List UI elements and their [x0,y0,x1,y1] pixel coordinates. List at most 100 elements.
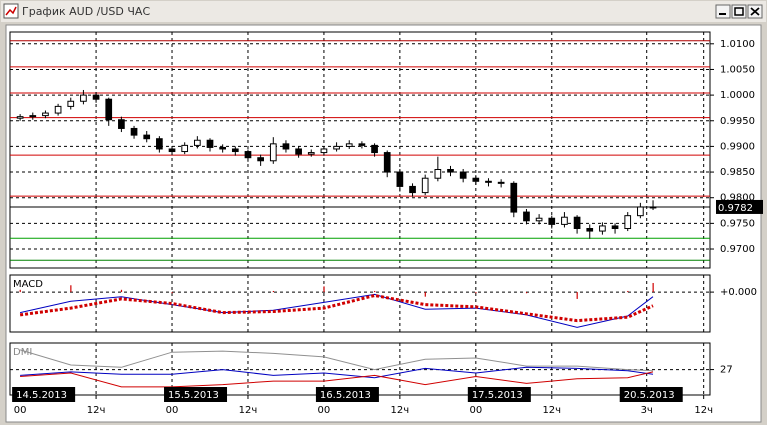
candle-body [599,225,606,232]
title-bar [1,1,766,22]
x-tick-label: 3ч [641,405,653,416]
candle-body [156,138,163,150]
y-tick-label: 0.9950 [720,116,755,127]
x-tick-label: 12ч [239,405,258,416]
y-tick-label: +0.000 [720,287,757,298]
x-tick-label: 12ч [87,405,106,416]
candle-body [485,180,492,183]
last-price-box [716,199,763,214]
panel-frame [9,274,711,333]
candle-body [118,119,125,129]
candle-body [168,148,176,153]
candle-body [29,115,37,118]
histogram-bar [120,289,123,293]
candle-body [206,139,214,148]
histogram-bar [627,290,629,293]
date-box [12,387,76,402]
maximize-icon [734,7,744,16]
candle-body [320,148,328,154]
y-tick-label: 0.9700 [720,244,755,255]
date-label: 16.5.2013 [320,390,371,401]
window-title: График AUD /USD ЧАС [22,5,150,18]
candle-body [358,143,366,146]
histogram-bar [272,290,274,293]
candle-body [257,157,264,162]
y-tick-label: 0.9900 [720,141,755,152]
candle-body [510,182,518,213]
x-tick-label: 00 [318,405,331,416]
candle-body [80,94,87,102]
candle-body [421,177,429,194]
panel-title: DMI [13,347,32,358]
candle-body [535,217,543,222]
candle-body [67,100,75,107]
window-icon-graph [5,6,17,16]
window-buttons[interactable] [715,4,763,19]
histogram-bar [19,289,21,293]
x-tick-label: 00 [469,405,482,416]
candle-body [561,216,568,225]
signal-line [19,293,654,323]
x-tick-label: 12ч [694,405,713,416]
candle-body [434,168,442,179]
panel-title: MACD [13,279,43,290]
y-tick-label: 1.0100 [720,39,755,50]
date-box [315,387,379,402]
candle-body [269,143,277,162]
candle-body [231,148,239,153]
x-tick-label: 00 [14,405,27,416]
date-label: 17.5.2013 [472,390,523,401]
candle-body [573,216,581,229]
indicator-line [19,349,654,372]
candle-body [307,152,315,155]
histogram-bar [424,292,426,297]
candle-body [92,94,100,100]
candle-body [586,227,594,232]
last-price-label: 0.9782 [718,203,753,214]
y-tick-label: 1.0000 [720,90,755,101]
candle-body [523,211,530,222]
histogram-bar [374,290,376,293]
candle-body [16,116,24,119]
date-box [619,387,683,402]
candle-body [181,144,189,153]
candle-body [333,145,340,150]
candle-body [383,152,391,173]
candle-body [244,151,252,159]
maximize-button[interactable] [731,4,747,19]
date-box [164,387,228,402]
candle-body [130,127,138,136]
minimize-button[interactable] [715,4,731,19]
indicator-line [20,366,654,379]
candle-body [371,144,378,154]
histogram-bar [475,292,477,294]
candle-body [345,143,353,147]
candle-body [459,171,467,179]
indicator-line [19,293,654,328]
candle-body [295,148,302,155]
candle-body [193,139,201,146]
histogram-bar [323,286,325,293]
candle-body [42,112,49,117]
date-label: 14.5.2013 [16,390,67,401]
y-tick-label: 0.9750 [720,218,755,229]
candle-body [282,143,290,150]
candle-body [396,171,404,187]
histogram-bar [70,285,72,293]
y-tick-label: 0.9800 [720,193,755,204]
candle-body [143,134,151,140]
candle-body [219,146,227,150]
x-tick-label: 12ч [391,405,410,416]
x-tick-label: 00 [166,405,179,416]
candle-body [637,206,644,217]
x-tick-label: 12ч [542,405,561,416]
candle-body [447,168,454,173]
date-box [467,387,531,402]
histogram-bar [525,292,528,294]
candle-body [54,105,62,114]
candle-body [472,177,480,182]
candle-body [624,215,632,229]
plot-layer: 1.0100 1.0050 1.0000 0.9950 0.9900 0.9850 0.98… [9,31,763,416]
